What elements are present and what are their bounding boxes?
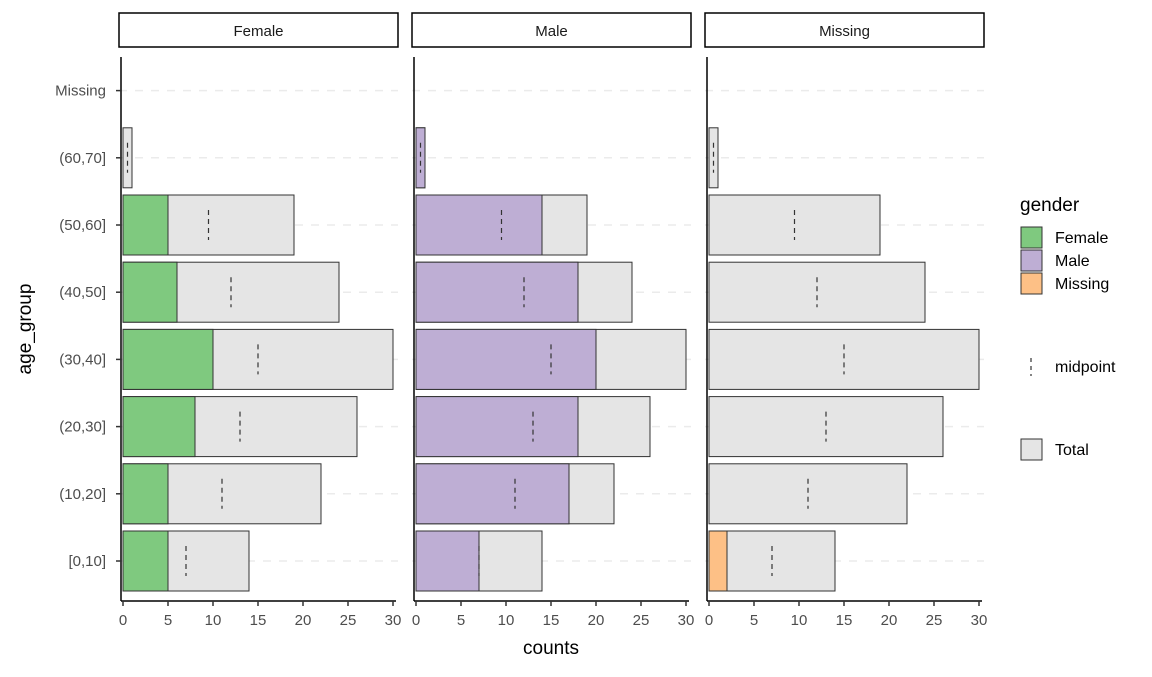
x-tick-label: 15 — [250, 612, 267, 629]
x-tick-label: 0 — [412, 612, 420, 629]
facet-strip — [411, 12, 692, 48]
y-tick-label: (60,70] — [59, 150, 106, 167]
x-tick-label: 10 — [498, 612, 515, 629]
x-tick-label: 0 — [119, 612, 127, 629]
x-axis-title: counts — [523, 638, 579, 659]
x-tick-label: 25 — [633, 612, 650, 629]
total-bar — [708, 396, 944, 458]
total-bar — [708, 530, 836, 592]
y-axis-title: age_group — [15, 284, 36, 375]
legend-key — [1020, 249, 1043, 272]
gender-bar — [415, 463, 570, 525]
legend-key — [1020, 272, 1043, 295]
legend-label: Male — [1055, 253, 1090, 270]
gender-bar — [122, 261, 178, 323]
gender-bar — [415, 396, 579, 458]
x-tick-label: 5 — [164, 612, 172, 629]
legend-midpoint-label: midpoint — [1055, 359, 1116, 376]
gender-bar — [122, 328, 214, 390]
x-tick-label: 10 — [791, 612, 808, 629]
gender-bar — [415, 127, 426, 189]
y-tick-label: (10,20] — [59, 486, 106, 503]
y-tick-label: [0,10] — [68, 553, 106, 570]
gender-bar — [122, 463, 169, 525]
gender-bar — [415, 261, 579, 323]
legend-total-key — [1020, 438, 1043, 461]
total-bar — [708, 261, 926, 323]
y-tick-label: (50,60] — [59, 217, 106, 234]
x-tick-label: 15 — [836, 612, 853, 629]
legend-label: Female — [1055, 230, 1108, 247]
legend-total-label: Total — [1055, 442, 1089, 459]
gender-bar — [122, 530, 169, 592]
legend-label: Missing — [1055, 276, 1109, 293]
x-tick-label: 5 — [750, 612, 758, 629]
facet-label: Female — [233, 23, 283, 40]
gender-bar — [415, 328, 597, 390]
facet-label: Male — [535, 23, 568, 40]
x-tick-label: 20 — [295, 612, 312, 629]
total-bar — [708, 463, 908, 525]
x-tick-label: 15 — [543, 612, 560, 629]
y-tick-label: (30,40] — [59, 351, 106, 368]
total-bar — [708, 127, 719, 189]
gender-bar — [122, 396, 196, 458]
gender-bar — [122, 194, 169, 256]
gender-bar — [708, 530, 728, 592]
gender-bar — [415, 194, 543, 256]
legend-key — [1020, 226, 1043, 249]
y-tick-label: Missing — [55, 83, 106, 100]
total-bar — [708, 328, 980, 390]
y-tick-label: (40,50] — [59, 284, 106, 301]
x-tick-label: 10 — [205, 612, 222, 629]
facet-strip — [118, 12, 399, 48]
x-tick-label: 25 — [926, 612, 943, 629]
x-tick-label: 30 — [385, 612, 402, 629]
x-tick-label: 30 — [971, 612, 988, 629]
y-tick-label: (20,30] — [59, 419, 106, 436]
facet-label: Missing — [819, 23, 870, 40]
legend-title: gender — [1020, 195, 1080, 216]
x-tick-label: 5 — [457, 612, 465, 629]
x-tick-label: 0 — [705, 612, 713, 629]
gender-bar — [415, 530, 480, 592]
x-tick-label: 25 — [340, 612, 357, 629]
facet-strip — [704, 12, 985, 48]
x-tick-label: 30 — [678, 612, 695, 629]
total-bar — [708, 194, 881, 256]
x-tick-label: 20 — [881, 612, 898, 629]
total-bar — [122, 127, 133, 189]
x-tick-label: 20 — [588, 612, 605, 629]
